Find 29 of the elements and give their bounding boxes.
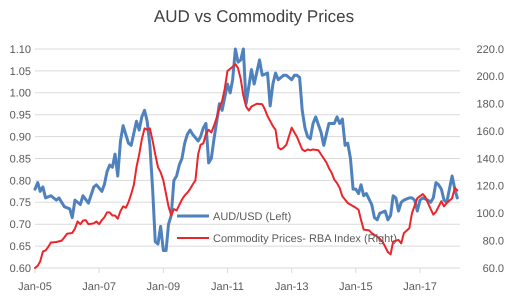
y-tick-label: 0.60 — [10, 262, 31, 275]
chart-title: AUD vs Commodity Prices — [154, 7, 354, 26]
x-tick-label: Jan-07 — [82, 281, 116, 293]
y-tick-label: 0.75 — [10, 197, 31, 210]
legend-label: AUD/USD (Left) — [213, 210, 292, 223]
y-tick-label: 1.05 — [10, 66, 31, 78]
y2-tick-label: 220.0 — [476, 44, 504, 56]
x-tick-label: Jan-11 — [211, 281, 244, 293]
y-tick-label: 1.10 — [10, 44, 31, 56]
y-tick-label: 1.00 — [10, 88, 31, 100]
y2-tick-label: 80.0 — [482, 235, 504, 248]
y2-tick-label: 180.0 — [476, 98, 504, 111]
y2-tick-label: 100.0 — [476, 208, 504, 220]
y-tick-label: 0.65 — [10, 240, 31, 253]
y2-tick-label: 160.0 — [476, 126, 504, 138]
y-tick-label: 0.95 — [10, 110, 31, 122]
y-tick-label: 0.90 — [10, 131, 31, 144]
y2-tick-label: 140.0 — [476, 153, 504, 166]
x-tick-label: Jan-13 — [274, 281, 309, 293]
y2-tick-label: 120.0 — [476, 180, 504, 193]
y2-tick-label: 60.0 — [482, 262, 504, 275]
y-tick-label: 0.85 — [10, 153, 31, 166]
x-tick-label: Jan-05 — [18, 281, 52, 293]
x-tick-label: Jan-17 — [403, 281, 437, 293]
y2-tick-label: 200.0 — [476, 71, 504, 84]
x-tick-label: Jan-15 — [338, 281, 373, 293]
y-tick-label: 0.70 — [10, 219, 31, 232]
y-tick-label: 0.80 — [10, 175, 31, 188]
x-tick-label: Jan-09 — [146, 281, 180, 293]
